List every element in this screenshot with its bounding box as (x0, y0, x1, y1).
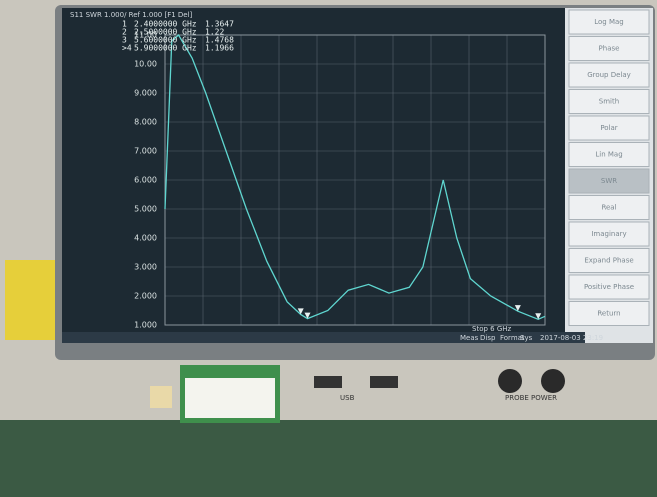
marker-value: 1.3647 (205, 20, 234, 29)
marker (514, 305, 521, 312)
y-tick-label: 4.000 (134, 234, 157, 243)
probe-label: PROBE POWER (505, 394, 557, 402)
probe-connector (541, 369, 565, 393)
y-tick-label: 8.000 (134, 118, 157, 127)
marker-id: 1 (122, 20, 127, 29)
datetime: 2017-08-03 23:19 (540, 334, 603, 342)
softkey[interactable] (568, 195, 650, 220)
softkey-label: Expand Phase (584, 257, 633, 265)
marker-freq: 5.6000000 GHz (134, 36, 197, 45)
marker (535, 313, 542, 320)
sticker-body (185, 378, 275, 418)
softkey[interactable] (568, 221, 650, 247)
status-tab: Meas (460, 334, 479, 342)
trace (164, 34, 546, 321)
y-tick-label: 1.000 (134, 321, 157, 330)
plot-frame (164, 34, 546, 326)
softkey-label: Real (601, 204, 616, 212)
marker (304, 312, 311, 319)
y-tick-label: 9.000 (134, 89, 157, 98)
softkey[interactable] (568, 36, 650, 61)
y-tick-label: 2.000 (134, 292, 157, 301)
softkey[interactable] (568, 274, 650, 300)
marker-value: 1.4768 (205, 36, 234, 45)
softkey-label: SWR (601, 177, 617, 185)
power-button (150, 386, 172, 408)
usb-port (314, 376, 342, 388)
softkey-label: Return (597, 310, 620, 318)
softkey-label: Lin Mag (595, 151, 622, 159)
marker-value: 1.1966 (205, 44, 234, 53)
softkey-label: Polar (600, 124, 617, 132)
softkey[interactable] (568, 168, 650, 194)
marker-freq: 5.9000000 GHz (134, 44, 197, 53)
usb-port (370, 376, 398, 388)
marker-id: 2 (122, 28, 127, 37)
marker-freq: 2.4000000 GHz (134, 20, 197, 29)
marker-id: 3 (122, 36, 127, 45)
marker-value: 1.22 (205, 28, 224, 37)
softkey[interactable] (568, 248, 650, 273)
desk (0, 420, 657, 497)
softkey[interactable] (568, 115, 650, 141)
softkey[interactable] (568, 62, 650, 88)
probe-connector (498, 369, 522, 393)
softkey-label: Imaginary (591, 230, 626, 238)
status-bar (62, 332, 585, 343)
y-tick-label: 10.00 (134, 60, 157, 69)
softkey-label: Group Delay (587, 71, 631, 79)
y-tick-label: 7.000 (134, 147, 157, 156)
softkey-label: Positive Phase (584, 283, 634, 291)
softkey-label: Log Mag (594, 18, 624, 26)
softkey[interactable] (568, 89, 650, 114)
status-tab: Disp (480, 334, 496, 342)
chart-title: S11 SWR 1.000/ Ref 1.000 [F1 Del] (70, 11, 193, 19)
softkey[interactable] (568, 9, 650, 35)
softkey[interactable] (568, 301, 650, 326)
softkey-label: Smith (599, 98, 619, 106)
softkey[interactable] (568, 142, 650, 167)
y-tick-label: 6.000 (134, 176, 157, 185)
y-tick-label: 3.000 (134, 263, 157, 272)
y-tick-label: 11.00 (134, 31, 157, 40)
status-tab: Sys (520, 334, 533, 342)
status-tab: Format (500, 334, 525, 342)
stop-label: Stop 6 GHz (472, 325, 512, 333)
marker (297, 308, 304, 315)
marker-id: >4 (122, 44, 132, 53)
usb-label: USB (340, 394, 355, 402)
y-tick-label: 5.000 (134, 205, 157, 214)
marker-freq: 2.5000000 GHz (134, 28, 197, 37)
softkey-label: Phase (599, 45, 620, 53)
